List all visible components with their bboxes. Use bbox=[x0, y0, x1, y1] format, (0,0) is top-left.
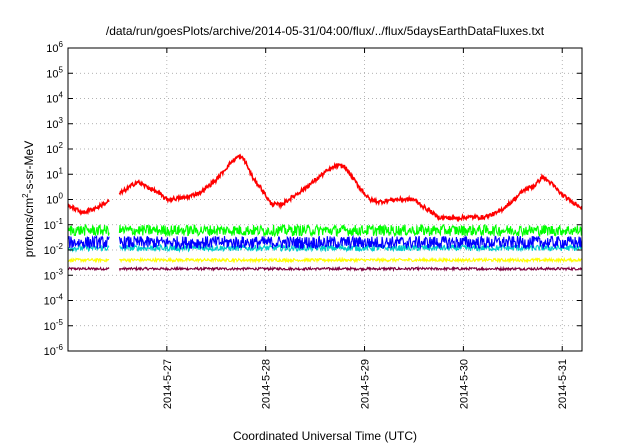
x-tick-label: 2014-5-30 bbox=[458, 359, 470, 409]
y-tick-label: 10-3 bbox=[44, 267, 64, 282]
y-tick-label: 100 bbox=[46, 192, 63, 207]
y-tick-label: 10-2 bbox=[44, 242, 64, 257]
series-line bbox=[67, 234, 583, 251]
y-tick-base: 10 bbox=[44, 245, 56, 257]
y-tick-label: 10-1 bbox=[44, 217, 64, 232]
y-tick-exponent: 4 bbox=[59, 91, 64, 100]
y-tick-base: 10 bbox=[46, 144, 58, 156]
y-axis-ticks: 10-610-510-410-310-210-11001011021031041… bbox=[44, 40, 582, 358]
y-tick-base: 10 bbox=[46, 119, 58, 131]
series-line bbox=[67, 153, 583, 223]
y-tick-label: 101 bbox=[46, 166, 63, 181]
y-tick-exponent: -5 bbox=[56, 318, 64, 327]
y-tick-base: 10 bbox=[44, 321, 56, 333]
y-tick-exponent: 1 bbox=[59, 166, 64, 175]
y-axis-label: protons/cm2-s-sr-MeV bbox=[21, 141, 36, 257]
series-lines bbox=[67, 153, 583, 273]
y-tick-label: 105 bbox=[46, 65, 63, 80]
y-tick-base: 10 bbox=[46, 43, 58, 55]
grid-lines bbox=[68, 48, 582, 351]
y-tick-base: 10 bbox=[46, 169, 58, 181]
y-axis-label-suffix: -s-sr-MeV bbox=[22, 141, 36, 194]
y-tick-label: 103 bbox=[46, 116, 63, 131]
y-tick-base: 10 bbox=[44, 220, 56, 232]
y-tick-exponent: 0 bbox=[59, 192, 64, 201]
y-axis-label-prefix: protons/cm bbox=[22, 198, 36, 257]
y-tick-label: 104 bbox=[46, 91, 63, 106]
x-axis-label: Coordinated Universal Time (UTC) bbox=[233, 429, 417, 443]
y-tick-exponent: -4 bbox=[56, 293, 64, 302]
y-tick-base: 10 bbox=[46, 68, 58, 80]
y-tick-label: 106 bbox=[46, 40, 63, 55]
y-tick-exponent: 2 bbox=[59, 141, 64, 150]
x-tick-label: 2014-5-27 bbox=[162, 359, 174, 409]
y-tick-base: 10 bbox=[46, 94, 58, 106]
x-axis-ticks: 2014-5-27 2014-5-28 2014-5-29 2014-5-30 2014… bbox=[162, 48, 569, 409]
y-tick-label: 10-4 bbox=[44, 293, 64, 308]
y-tick-base: 10 bbox=[44, 270, 56, 282]
y-tick-exponent: 3 bbox=[59, 116, 64, 125]
y-tick-label: 102 bbox=[46, 141, 63, 156]
y-tick-exponent: -1 bbox=[56, 217, 64, 226]
x-tick-label: 2014-5-31 bbox=[557, 359, 569, 409]
y-tick-exponent: -6 bbox=[56, 343, 64, 352]
series-line bbox=[67, 223, 583, 238]
y-axis-label-sup: 2 bbox=[21, 193, 30, 198]
y-tick-exponent: 5 bbox=[59, 65, 64, 74]
y-tick-exponent: -3 bbox=[56, 267, 64, 276]
series-line bbox=[67, 265, 583, 273]
y-tick-base: 10 bbox=[44, 346, 56, 358]
y-tick-base: 10 bbox=[46, 195, 58, 207]
series-line bbox=[67, 256, 583, 264]
y-tick-label: 10-5 bbox=[44, 318, 64, 333]
y-tick-exponent: 6 bbox=[59, 40, 64, 49]
x-tick-label: 2014-5-29 bbox=[360, 359, 372, 409]
y-tick-base: 10 bbox=[44, 296, 56, 308]
chart-title: /data/run/goesPlots/archive/2014-05-31/0… bbox=[106, 24, 545, 38]
x-tick-label: 2014-5-28 bbox=[261, 359, 273, 409]
y-tick-exponent: -2 bbox=[56, 242, 64, 251]
y-tick-label: 10-6 bbox=[44, 343, 64, 358]
